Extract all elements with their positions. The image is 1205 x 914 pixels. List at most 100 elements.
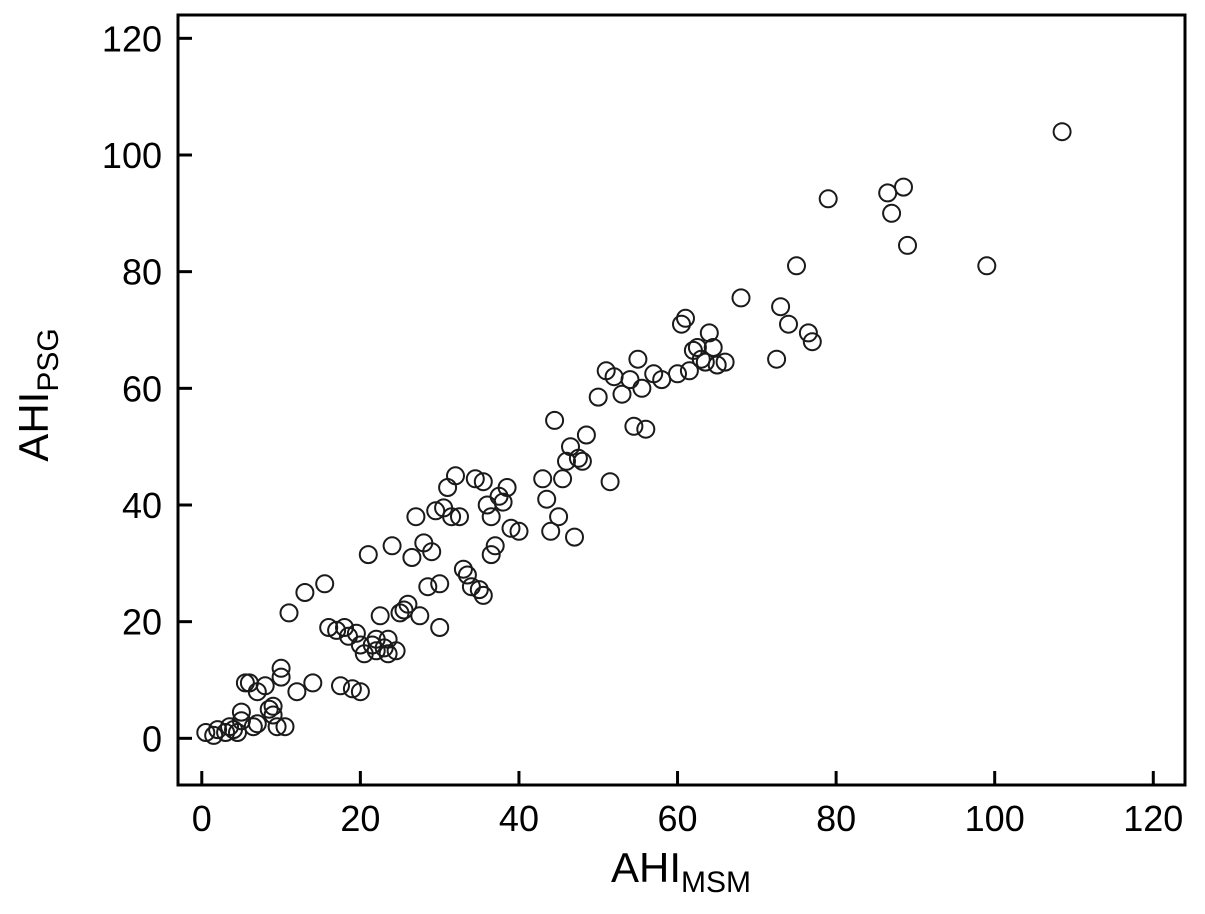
- data-point: [699, 323, 719, 343]
- data-point: [481, 545, 501, 565]
- data-point: [818, 189, 838, 209]
- data-point: [767, 349, 787, 369]
- data-point: [374, 638, 394, 658]
- data-point: [977, 256, 997, 276]
- data-point: [315, 574, 335, 594]
- data-point: [327, 620, 347, 640]
- data-point: [287, 682, 307, 702]
- data-point: [668, 364, 687, 384]
- data-point: [600, 472, 620, 492]
- data-point: [632, 378, 652, 398]
- x-tick-label: 100: [965, 798, 1025, 839]
- data-point: [707, 355, 727, 375]
- x-tick-label: 60: [658, 798, 698, 839]
- data-point: [576, 425, 596, 445]
- data-point: [731, 288, 751, 308]
- plot-area: 0 20 40 60 80 100 120 0 20 40 60 80 100 120: [102, 13, 1187, 839]
- data-point: [882, 203, 902, 223]
- data-point: [565, 527, 584, 547]
- data-point: [263, 696, 283, 716]
- x-axis-label-main: AHI: [611, 844, 681, 891]
- data-point: [553, 469, 573, 489]
- data-point: [1052, 122, 1072, 142]
- data-point: [418, 577, 438, 597]
- y-axis-label-sub: PSG: [32, 328, 65, 391]
- data-point: [438, 478, 458, 497]
- data-point: [410, 606, 430, 626]
- data-point: [541, 521, 561, 541]
- data-point: [370, 606, 390, 626]
- data-point: [497, 478, 517, 497]
- data-point: [473, 585, 493, 605]
- data-point: [676, 308, 695, 328]
- data-point: [469, 580, 489, 600]
- data-point: [537, 489, 557, 509]
- y-axis-label: AHIPSG: [10, 328, 65, 461]
- data-point: [422, 542, 442, 562]
- data-point: [204, 725, 224, 745]
- data-point: [477, 495, 497, 515]
- data-point: [430, 574, 450, 594]
- data-point: [493, 492, 513, 512]
- data-point: [802, 332, 822, 352]
- data-point: [787, 256, 806, 276]
- data-point: [798, 323, 818, 343]
- data-point: [509, 521, 529, 541]
- data-point: [485, 536, 505, 556]
- data-point: [398, 594, 418, 614]
- data-point: [378, 644, 398, 664]
- plot-frame: [176, 13, 1187, 787]
- data-point: [335, 618, 354, 637]
- data-point: [402, 548, 422, 567]
- data-point: [255, 676, 275, 696]
- data-point: [279, 603, 299, 623]
- data-point: [267, 717, 287, 737]
- data-point: [561, 437, 580, 457]
- data-point: [624, 416, 644, 436]
- y-tick-label: 80: [122, 252, 162, 293]
- data-point: [679, 361, 699, 381]
- data-point: [430, 618, 450, 637]
- data-point: [208, 720, 228, 740]
- data-point: [303, 673, 323, 693]
- data-point: [319, 618, 339, 637]
- x-tick-label: 20: [340, 798, 380, 839]
- data-point: [442, 507, 462, 527]
- data-point: [628, 349, 648, 369]
- data-point: [382, 536, 402, 556]
- y-axis-label-main: AHI: [10, 392, 57, 462]
- data-point: [465, 469, 485, 489]
- data-point: [216, 723, 236, 742]
- data-point: [331, 676, 350, 696]
- data-point: [231, 702, 251, 722]
- data-point: [271, 667, 291, 687]
- data-point: [612, 384, 632, 404]
- x-tick-label: 80: [816, 798, 856, 839]
- data-point: [549, 507, 569, 527]
- data-point: [235, 673, 255, 693]
- data-point: [196, 723, 216, 742]
- data-point: [350, 682, 370, 702]
- data-point: [406, 507, 426, 527]
- data-point: [568, 448, 588, 468]
- data-point: [275, 717, 295, 737]
- data-point: [771, 297, 791, 317]
- data-point: [473, 472, 493, 492]
- data-point: [572, 451, 592, 471]
- data-point: [715, 352, 735, 372]
- data-point: [450, 507, 469, 527]
- data-point: [346, 623, 366, 643]
- data-point: [386, 641, 406, 661]
- data-point: [703, 338, 723, 357]
- y-tick-label: 40: [122, 485, 162, 526]
- data-point: [263, 705, 283, 725]
- data-point: [295, 583, 315, 602]
- data-point: [358, 545, 378, 565]
- data-point: [271, 658, 291, 678]
- y-tick-label: 100: [102, 135, 162, 176]
- data-point: [695, 352, 715, 372]
- data-point: [446, 466, 465, 486]
- data-point: [878, 183, 898, 203]
